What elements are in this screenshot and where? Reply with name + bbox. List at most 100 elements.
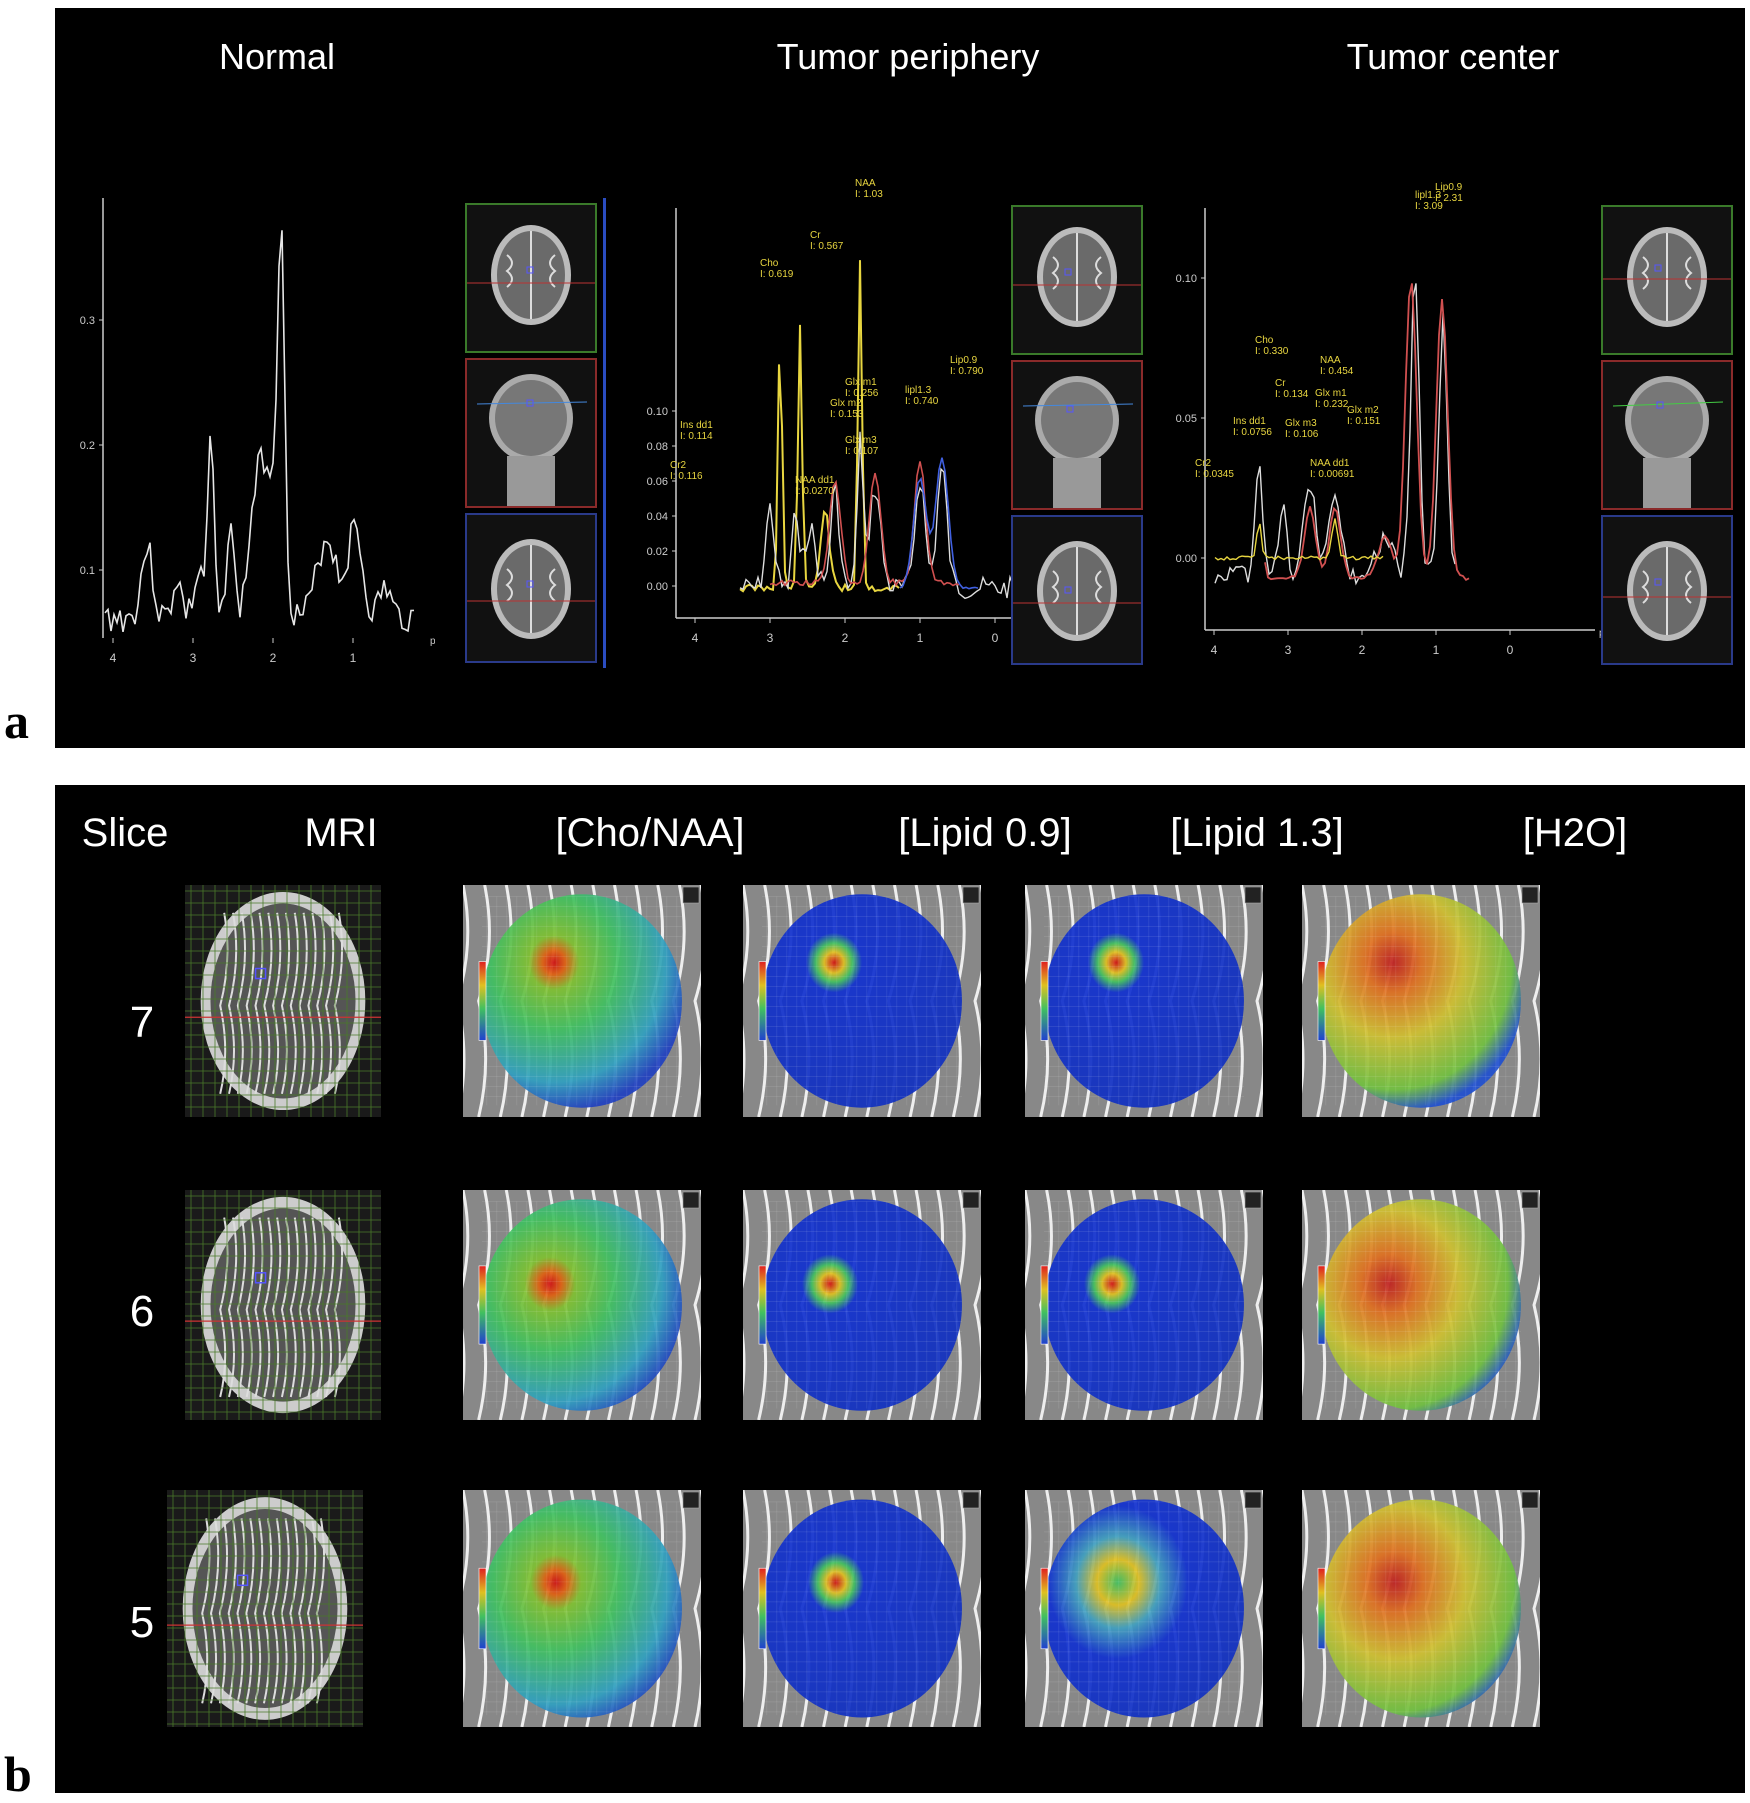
y-tick-label: 0.00: [1176, 553, 1197, 565]
periphery-x-ticks: 4 3 2 1 0: [692, 618, 999, 645]
y-tick-label: 0.2: [80, 440, 95, 452]
colhead-cho-naa: [Cho/NAA]: [555, 811, 745, 855]
peak-label: Glx m3 I: 0.106: [1285, 418, 1319, 440]
colhead-mri: MRI: [304, 811, 378, 855]
slice-label-5: 5: [129, 1598, 155, 1647]
map-lip09-slice-6: [743, 1190, 981, 1420]
map-cho-slice-5: [463, 1490, 701, 1727]
peak-label: Glx m2 I: 0.151: [1347, 405, 1381, 427]
x-tick-label: 0: [992, 631, 999, 645]
map-lip13-slice-5: [1025, 1490, 1263, 1727]
normal-spectrum-line: [104, 230, 415, 633]
divider-line: [603, 198, 606, 668]
periphery-peak-labels: NAA I: 1.03 Cr I: 0.567 Cho I: 0.619 Glx m1 I: …: [670, 178, 984, 497]
panel-b-maps: Slice MRI [Cho/NAA] [Lipid 0.9] [Lipid 1…: [55, 785, 1745, 1793]
map-lip13-slice-6: [1025, 1190, 1263, 1420]
map-lip09-slice-7: [743, 885, 981, 1117]
y-tick-label: 0.08: [647, 441, 668, 453]
title-tumor-periphery: Tumor periphery: [776, 36, 1040, 77]
x-tick-label: 3: [767, 631, 774, 645]
mri-coronal-view: [465, 358, 597, 508]
x-tick-label: 3: [1285, 643, 1292, 657]
periphery-fit-yellow: [739, 260, 900, 593]
mri-axial-view-2: [1601, 515, 1733, 665]
map-h2o-slice-7: [1302, 885, 1540, 1117]
peak-label: Ins dd1 I: 0.114: [680, 420, 713, 442]
colhead-slice: Slice: [81, 811, 169, 855]
x-tick-label: 4: [110, 651, 117, 665]
panel-a-spectra: Normal Tumor periphery Tumor center 0.1 0…: [55, 8, 1745, 748]
slice-label-6: 6: [129, 1287, 155, 1336]
map-lip09-slice-5: [743, 1490, 981, 1727]
map-lip13-slice-7: [1025, 885, 1263, 1117]
peak-label: Cr2 I: 0.0345: [1195, 458, 1234, 480]
map-h2o-slice-5: [1302, 1490, 1540, 1727]
y-tick-label: 0.02: [647, 546, 668, 558]
colhead-lipid-09: [Lipid 0.9]: [898, 811, 1072, 855]
x-tick-label: 4: [1211, 643, 1218, 657]
peak-label: Cr2 I: 0.116: [670, 460, 703, 482]
map-mri-slice-6: [185, 1190, 381, 1420]
peak-label: NAA dd1 I: 0.0270: [795, 475, 835, 497]
peak-label: lipl1.3 I: 0.740: [905, 385, 939, 407]
normal-x-unit: ppm: [430, 636, 435, 647]
slice-label-7: 7: [129, 998, 155, 1047]
panel-letter-a: a: [4, 693, 29, 749]
x-tick-label: 1: [917, 631, 924, 645]
mri-coronal-view: [1011, 360, 1143, 510]
y-tick-label: 0.3: [80, 315, 95, 327]
periphery-spectrum-line: [739, 431, 1020, 600]
x-tick-label: 3: [190, 651, 197, 665]
periphery-y-ticks: 0.00 0.02 0.04 0.06 0.08 0.10: [647, 406, 676, 593]
x-tick-label: 0: [1507, 643, 1514, 657]
peak-label: Glx m1 I: 0.256: [845, 377, 879, 399]
peak-label: Cho I: 0.330: [1255, 335, 1289, 357]
normal-spectrum-plot: 0.1 0.2 0.3 4 3 2 1 ppm: [80, 198, 435, 665]
mri-localizer-stack-center: [1601, 205, 1737, 665]
colhead-lipid-13: [Lipid 1.3]: [1170, 811, 1344, 855]
x-tick-label: 2: [1359, 643, 1366, 657]
center-y-ticks: 0.00 0.05 0.10: [1176, 273, 1205, 565]
periphery-fit-red: [769, 461, 960, 587]
peak-label: NAA dd1 I: 0.00691: [1310, 458, 1355, 480]
center-x-ticks: 4 3 2 1 0: [1211, 630, 1514, 657]
y-tick-label: 0.00: [647, 581, 668, 593]
peak-label: Ins dd1 I: 0.0756: [1233, 416, 1272, 438]
peak-label: Lip0.9 I: 0.790: [950, 355, 984, 377]
y-tick-label: 0.10: [647, 406, 668, 418]
map-h2o-slice-6: [1302, 1190, 1540, 1420]
center-spectrum-line: [1214, 283, 1456, 586]
mri-coronal-view: [1601, 360, 1733, 510]
x-tick-label: 1: [1433, 643, 1440, 657]
mri-axial-view: [1601, 205, 1733, 355]
mri-localizer-stack-periphery: [1011, 205, 1147, 665]
peak-label: Cr I: 0.567: [810, 230, 844, 252]
x-tick-label: 1: [350, 651, 357, 665]
mri-axial-view: [1011, 205, 1143, 355]
map-cho-slice-6: [463, 1190, 701, 1420]
peak-label: lipl1.3 I: 3.09: [1415, 190, 1443, 212]
mri-axial-view-2: [1011, 515, 1143, 665]
mri-axial-view-2: [465, 513, 597, 663]
panel-letter-b: b: [4, 1746, 32, 1802]
title-normal: Normal: [218, 36, 336, 77]
x-tick-label: 2: [270, 651, 277, 665]
peak-label: Cr I: 0.134: [1275, 378, 1309, 400]
map-cho-slice-7: [463, 885, 701, 1117]
y-tick-label: 0.04: [647, 511, 668, 523]
peak-label: NAA I: 0.454: [1320, 355, 1354, 377]
colhead-h2o: [H2O]: [1522, 811, 1628, 855]
peak-label: Cho I: 0.619: [760, 258, 794, 280]
title-tumor-center: Tumor center: [1346, 36, 1560, 77]
x-tick-label: 2: [842, 631, 849, 645]
peak-label: Glx m2 I: 0.153: [830, 398, 864, 420]
normal-y-ticks: 0.1 0.2 0.3: [80, 315, 103, 577]
normal-x-ticks: 4 3 2 1: [110, 638, 357, 665]
peak-label: Glx m3 I: 0.107: [845, 435, 879, 457]
x-tick-label: 4: [692, 631, 699, 645]
map-mri-slice-7: [185, 885, 381, 1117]
y-tick-label: 0.05: [1176, 413, 1197, 425]
map-mri-slice-5: [167, 1490, 363, 1727]
